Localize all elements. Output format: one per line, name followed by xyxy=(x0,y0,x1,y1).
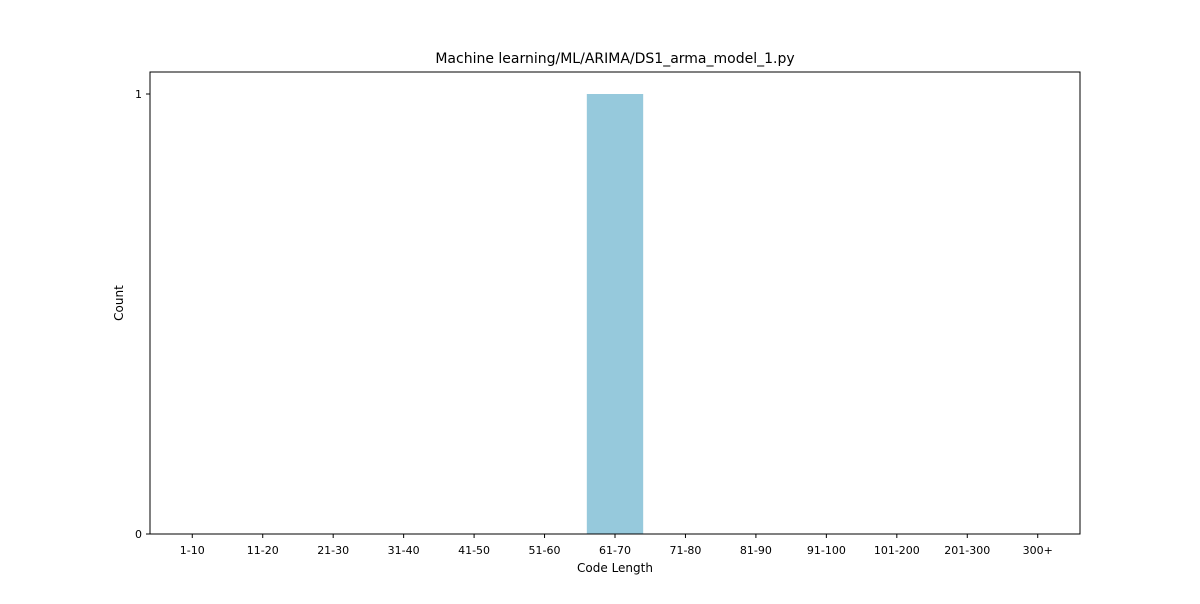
bars-layer xyxy=(586,94,644,534)
x-tick-label: 201-300 xyxy=(944,544,990,557)
x-tick-label: 1-10 xyxy=(180,544,205,557)
x-tick-label: 71-80 xyxy=(669,544,701,557)
x-tick-label: 61-70 xyxy=(599,544,631,557)
y-tick-label: 1 xyxy=(135,88,142,101)
plot-frame xyxy=(149,71,1081,535)
x-axis-ticks: 1-10 11-20 21-30 31-40 41-50 51-60 61-70 71-80 8… xyxy=(180,534,1053,557)
x-tick-label: 11-20 xyxy=(247,544,279,557)
x-tick-label: 41-50 xyxy=(458,544,490,557)
y-axis-label: Count xyxy=(112,285,126,321)
x-tick-label: 101-200 xyxy=(874,544,920,557)
chart-title: Machine learning/ML/ARIMA/DS1_arma_model… xyxy=(435,51,794,67)
x-tick-label: 300+ xyxy=(1023,544,1053,557)
x-tick-label: 91-100 xyxy=(807,544,846,557)
x-tick-label: 81-90 xyxy=(740,544,772,557)
x-tick-label: 21-30 xyxy=(317,544,349,557)
x-tick-label: 31-40 xyxy=(388,544,420,557)
y-tick-label: 0 xyxy=(135,528,142,541)
x-axis-label: Code Length xyxy=(577,561,653,575)
y-axis-ticks: 01 xyxy=(135,88,150,541)
bar-61-70 xyxy=(586,94,644,534)
x-tick-label: 51-60 xyxy=(529,544,561,557)
